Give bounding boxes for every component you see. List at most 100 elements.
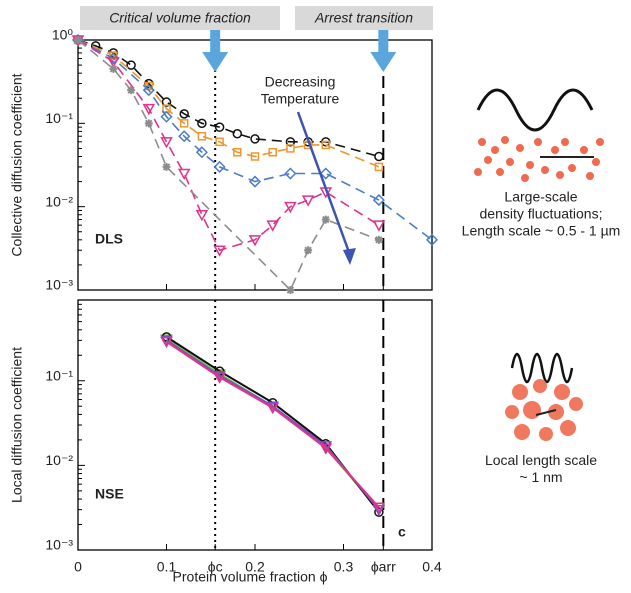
x-axis-label: Protein volume fraction ϕ bbox=[173, 569, 328, 585]
banner bbox=[295, 6, 433, 30]
marker bbox=[142, 103, 156, 116]
marker bbox=[160, 336, 173, 349]
banner-text: Critical volume fraction bbox=[109, 10, 251, 26]
marker bbox=[266, 220, 279, 232]
x-tick-label: ϕc bbox=[208, 559, 223, 575]
method-label: NSE bbox=[95, 486, 124, 502]
caption: Large-scale bbox=[504, 189, 577, 205]
series-line bbox=[165, 339, 380, 511]
highlight-arrow bbox=[370, 30, 397, 72]
marker bbox=[177, 168, 191, 181]
y-tick-label: 10⁰ bbox=[52, 27, 74, 43]
annotation-arrow bbox=[296, 111, 352, 256]
banner bbox=[80, 6, 280, 30]
marker bbox=[374, 235, 383, 244]
marker bbox=[126, 60, 136, 70]
marker bbox=[321, 140, 331, 150]
annotation: Temperature bbox=[261, 91, 340, 107]
marker bbox=[372, 220, 386, 232]
marker bbox=[286, 144, 295, 153]
x-tick-label: ϕarr bbox=[371, 559, 396, 575]
y-tick-label: 10⁻² bbox=[45, 193, 73, 209]
y-tick-label: 10⁻² bbox=[45, 452, 73, 468]
particles bbox=[505, 379, 583, 441]
y-tick-label: 10⁻¹ bbox=[45, 110, 73, 126]
marker bbox=[107, 52, 120, 65]
axes-frame bbox=[77, 39, 433, 291]
marker bbox=[266, 402, 279, 415]
x-tick-label: 0 bbox=[74, 559, 82, 575]
marker bbox=[142, 84, 155, 97]
length-bar bbox=[535, 409, 557, 416]
marker bbox=[197, 131, 207, 141]
series-line bbox=[78, 40, 380, 252]
caption: density fluctuations; bbox=[480, 206, 603, 222]
method-label: DLS bbox=[95, 231, 123, 247]
wave bbox=[476, 88, 594, 132]
x-tick-label: 0.1 bbox=[157, 559, 177, 575]
marker bbox=[374, 162, 384, 172]
marker bbox=[74, 36, 82, 44]
marker bbox=[286, 286, 295, 294]
marker bbox=[321, 215, 330, 224]
annotation: Decreasing bbox=[265, 74, 336, 90]
particles bbox=[474, 136, 604, 182]
marker bbox=[304, 246, 313, 255]
y-axis-label: Local diffusion coefficient bbox=[9, 347, 25, 503]
marker bbox=[213, 372, 226, 384]
series-line bbox=[78, 40, 432, 241]
marker bbox=[250, 152, 260, 161]
marker bbox=[319, 167, 332, 180]
marker bbox=[107, 56, 120, 69]
y-tick-label: 10⁻³ bbox=[45, 277, 73, 293]
marker bbox=[372, 194, 385, 207]
marker bbox=[197, 118, 207, 129]
marker bbox=[233, 147, 242, 157]
marker bbox=[214, 122, 225, 132]
marker bbox=[162, 162, 171, 171]
marker bbox=[160, 110, 173, 123]
series-line bbox=[165, 338, 380, 511]
marker bbox=[425, 233, 439, 246]
marker bbox=[179, 109, 189, 119]
y-axis-label: Collective diffusion coefficient bbox=[9, 73, 25, 256]
marker bbox=[195, 209, 209, 222]
marker bbox=[178, 130, 191, 143]
marker bbox=[179, 119, 189, 128]
marker bbox=[195, 146, 208, 159]
marker bbox=[161, 97, 172, 107]
highlight-arrow bbox=[202, 30, 229, 72]
marker bbox=[284, 167, 297, 180]
marker bbox=[160, 137, 173, 149]
marker bbox=[248, 235, 262, 247]
wave bbox=[510, 352, 574, 384]
marker bbox=[213, 245, 226, 257]
series-line bbox=[78, 40, 380, 290]
series-line bbox=[165, 340, 380, 508]
marker bbox=[285, 137, 296, 147]
marker bbox=[109, 64, 118, 73]
y-tick-label: 10⁻³ bbox=[45, 537, 73, 553]
series-line bbox=[78, 40, 380, 158]
banner-text: Arrest transition bbox=[314, 10, 413, 26]
marker bbox=[127, 86, 136, 95]
marker bbox=[213, 160, 226, 173]
marker bbox=[248, 175, 262, 188]
x-tick-label: 0.2 bbox=[245, 559, 265, 575]
arrow-head bbox=[343, 248, 356, 265]
x-tick-label: 0.3 bbox=[334, 559, 354, 575]
panel-letter: c bbox=[398, 524, 406, 540]
marker bbox=[250, 134, 260, 144]
caption: Length scale ~ 0.5 - 1 µm bbox=[462, 223, 621, 239]
marker bbox=[372, 504, 386, 517]
marker bbox=[144, 119, 153, 128]
marker bbox=[301, 195, 315, 207]
x-tick-label: 0.4 bbox=[422, 559, 442, 575]
marker bbox=[374, 151, 384, 162]
marker bbox=[215, 137, 224, 147]
marker bbox=[372, 502, 386, 514]
y-tick-label: 10⁻¹ bbox=[45, 367, 73, 383]
marker bbox=[319, 443, 333, 455]
marker bbox=[232, 128, 243, 139]
